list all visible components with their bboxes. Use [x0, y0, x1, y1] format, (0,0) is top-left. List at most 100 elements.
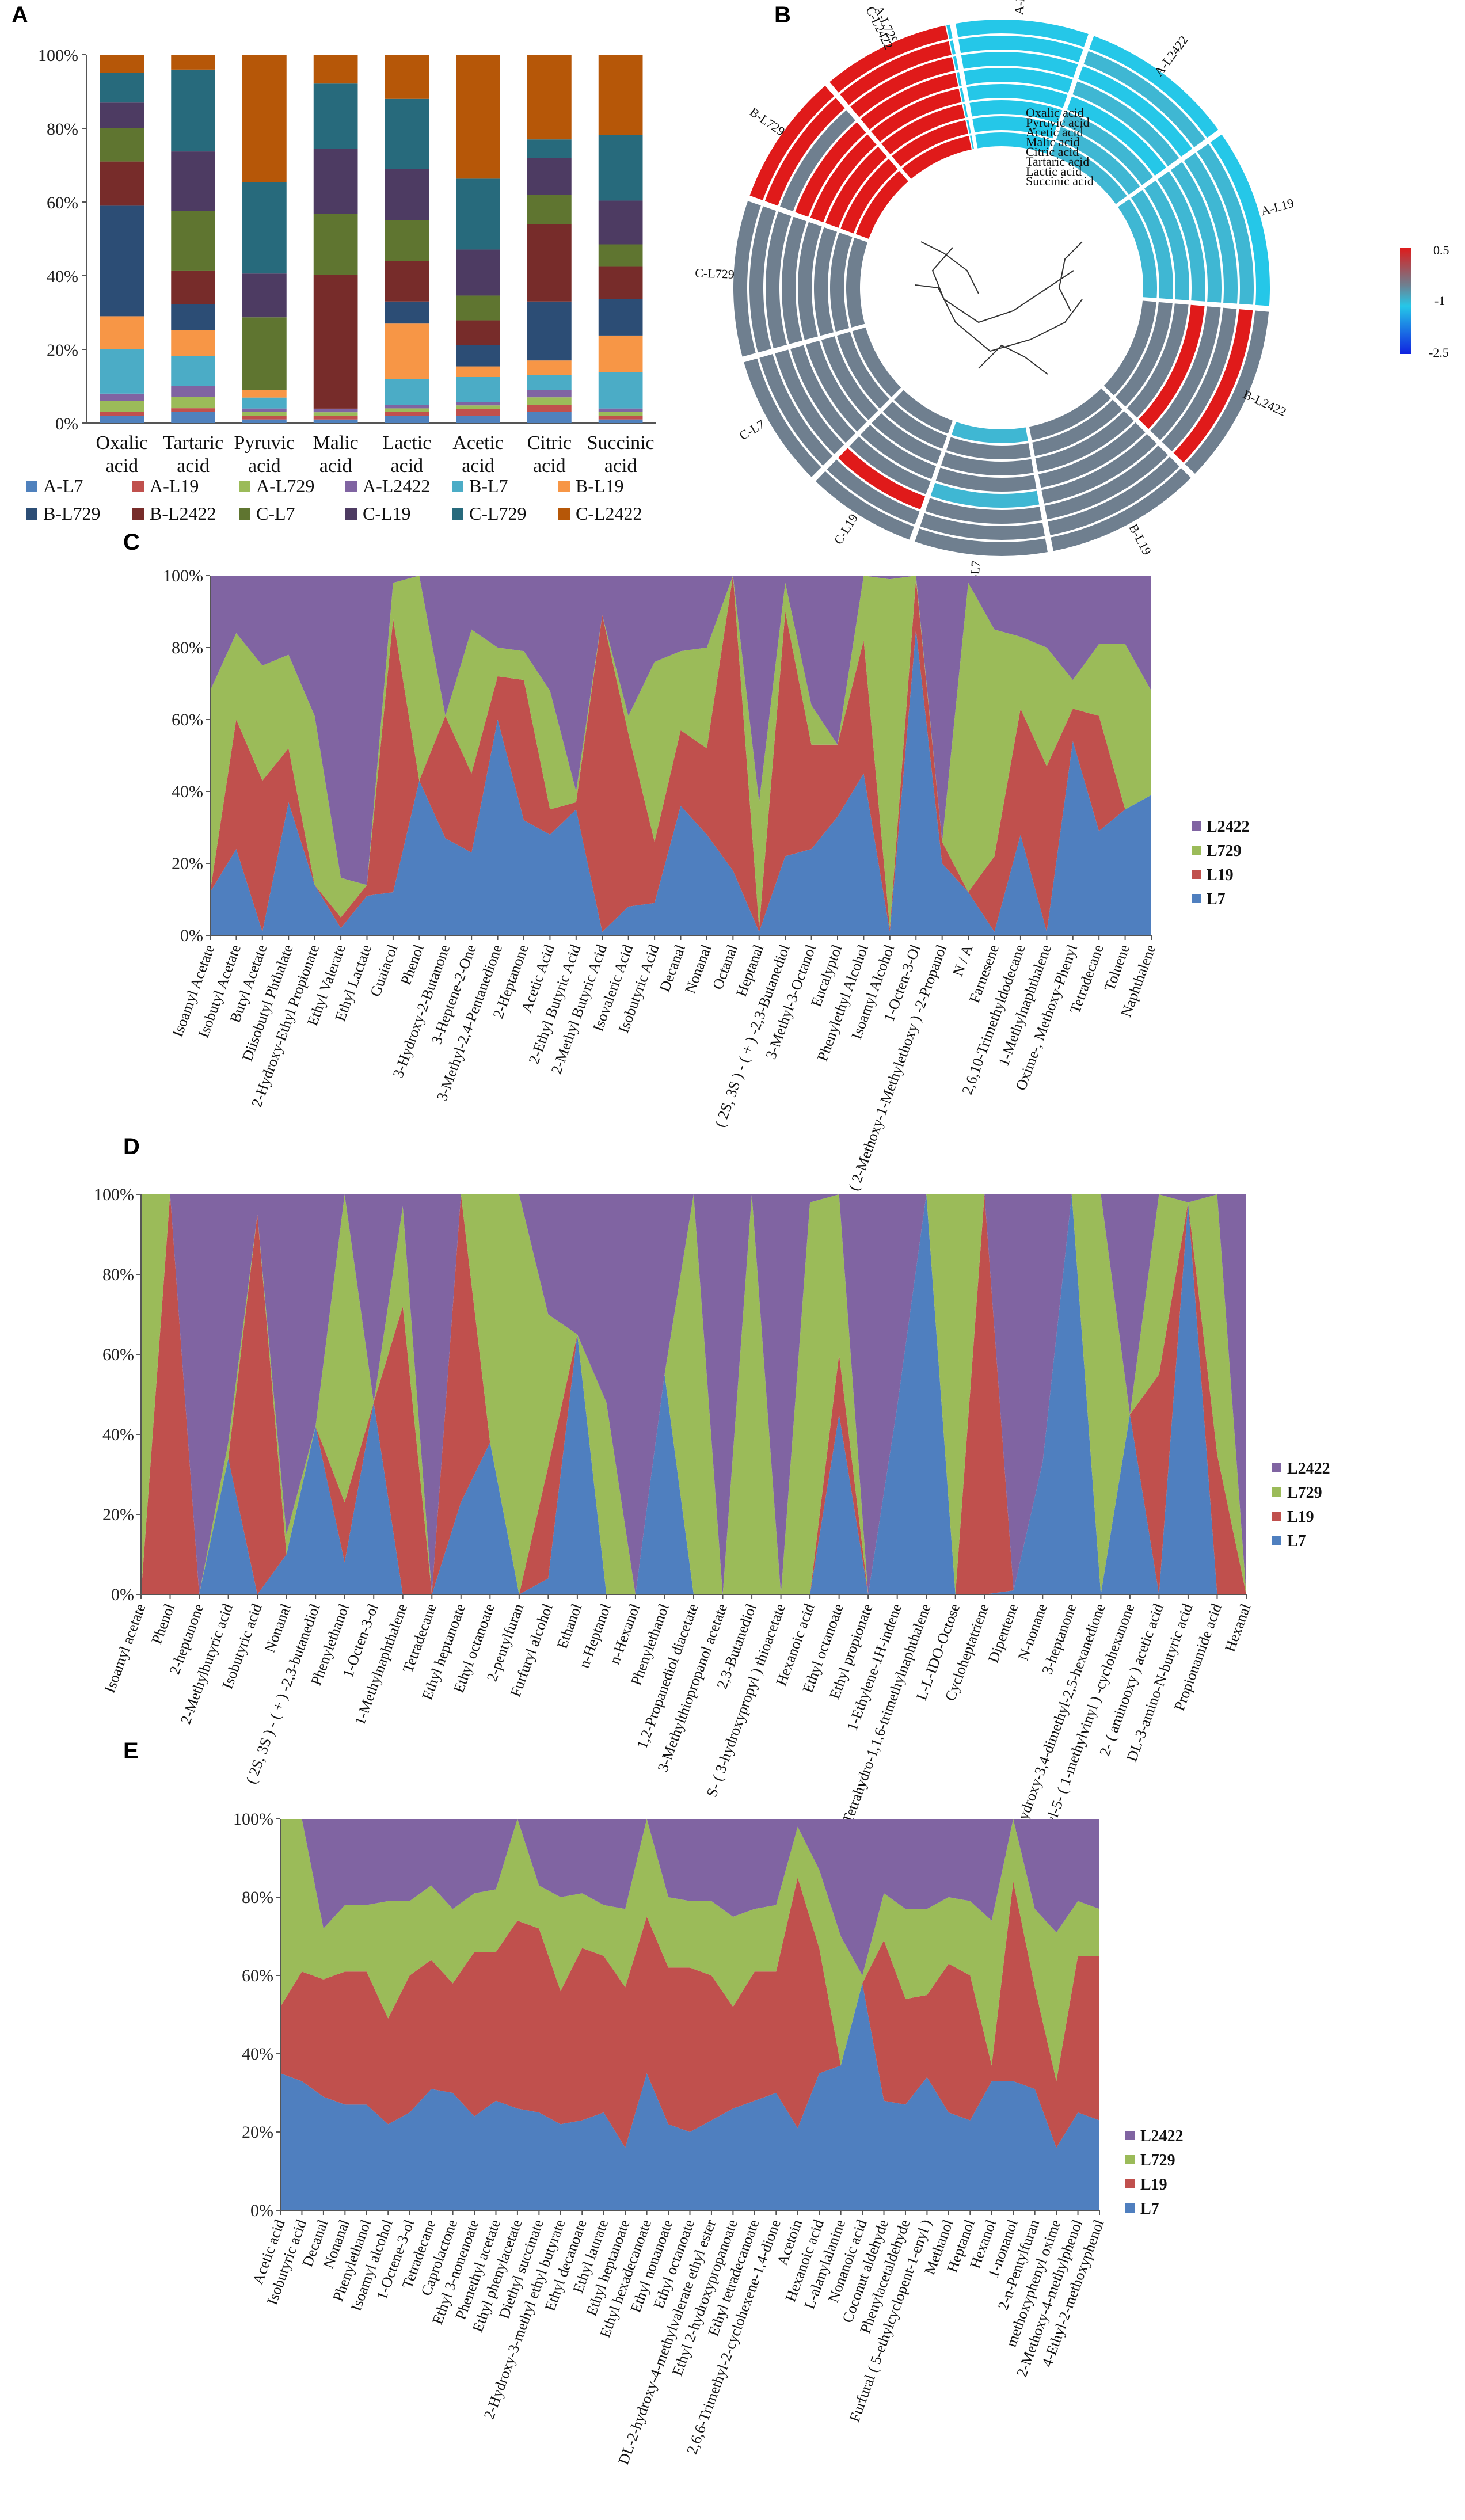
bar-segment [456, 402, 500, 406]
bar-segment [527, 224, 572, 302]
legend-label: L2422 [1207, 818, 1250, 836]
heat-cell [1183, 309, 1270, 475]
bar-segment [598, 135, 643, 201]
heat-cell [869, 87, 963, 144]
column-label: C-L19 [831, 511, 861, 547]
legend-swatch [1125, 2179, 1135, 2188]
bar-segment [100, 205, 144, 317]
scale-min-label: -2.5 [1429, 345, 1449, 360]
bar-segment [171, 270, 215, 304]
bar-segment [385, 55, 429, 99]
legend-swatch [26, 508, 37, 520]
legend-swatch [1125, 2203, 1135, 2213]
row-label: Lactic acid [1026, 164, 1082, 178]
category-label: acid [248, 455, 281, 477]
bar-segment [171, 397, 215, 409]
bar-segment [385, 261, 429, 302]
bar-segment [598, 244, 643, 267]
heat-cell [913, 527, 1049, 557]
dendrogram-branch [1058, 241, 1083, 311]
row-label: Acetic acid [1026, 125, 1083, 139]
heat-cell [778, 108, 857, 213]
bar-segment [100, 393, 144, 401]
heat-cell [835, 330, 892, 410]
row-label: Tartaric acid [1026, 154, 1089, 169]
area-l7 [210, 629, 1151, 935]
heat-cell [1043, 443, 1170, 521]
bar-segment [171, 304, 215, 330]
category-label: Hexanal [1222, 1601, 1254, 1654]
heat-cell [1129, 188, 1174, 300]
heat-cell [1082, 50, 1207, 149]
bar-segment [456, 409, 500, 416]
legend-label: B-L729 [43, 503, 101, 524]
legend-label: A-L729 [256, 475, 314, 496]
bar-segment [527, 397, 572, 405]
scale-mid-label: -1 [1434, 294, 1445, 308]
bar-segment [456, 345, 500, 367]
legend-label: B-L19 [576, 475, 624, 496]
heat-cell [781, 215, 808, 346]
bar-segment [598, 299, 643, 336]
panel-label-b: B [774, 2, 791, 28]
bar-segment [313, 416, 358, 420]
bar-segment [385, 408, 429, 412]
y-tick-label: 100% [233, 1810, 273, 1829]
heat-cell [1060, 110, 1155, 187]
column-label: B-L19 [1126, 521, 1154, 557]
legend-label: L19 [1287, 1508, 1314, 1526]
color-scale-bar [1400, 248, 1411, 354]
bar-segment [385, 405, 429, 409]
bar-segment [456, 55, 500, 179]
dendrogram-branch [931, 247, 1074, 323]
heat-cell [825, 458, 922, 526]
bar-segment [598, 266, 643, 299]
column-label: C-L729 [695, 265, 735, 281]
legend-label: L7 [1140, 2200, 1159, 2218]
legend-swatch [558, 508, 570, 520]
heat-cell [773, 348, 846, 456]
category-label: acid [106, 455, 139, 477]
heat-cell [950, 420, 1030, 444]
y-tick-label: 40% [172, 782, 203, 801]
legend-swatch [1272, 1512, 1281, 1521]
heat-cell [892, 388, 954, 435]
legend-label: B-L2422 [150, 503, 216, 524]
heat-cell [1071, 79, 1181, 168]
legend-swatch [1272, 1487, 1281, 1497]
panel-label-e: E [123, 1738, 139, 1764]
dendrogram-branch [920, 241, 979, 294]
heat-cell [923, 496, 1044, 525]
heat-cell [820, 334, 880, 422]
bar-segment [171, 69, 215, 152]
heat-cell [809, 132, 878, 224]
legend-swatch [132, 481, 144, 492]
bar-segment [527, 375, 572, 390]
heat-cell [954, 18, 1090, 49]
bar-segment [313, 149, 358, 214]
legend-label: L7 [1287, 1532, 1306, 1550]
legend-label: L19 [1207, 866, 1234, 884]
legend-label: L2422 [1140, 2127, 1184, 2145]
panel-label-c: C [123, 530, 140, 555]
bar-segment [456, 295, 500, 321]
heat-cell [1156, 169, 1207, 303]
bar-segment [171, 412, 215, 423]
heat-cell [1137, 303, 1206, 431]
bar-segment [385, 301, 429, 324]
bar-segment [313, 55, 358, 84]
bar-segment [385, 220, 429, 261]
heat-cell [828, 24, 950, 94]
bar-segment [171, 151, 215, 211]
dendrogram-branch [915, 284, 1083, 352]
bar-segment [242, 317, 287, 390]
y-tick-label: 60% [242, 1966, 273, 1985]
y-tick-label: 60% [47, 193, 78, 212]
bar-segment [313, 83, 358, 149]
area-l729 [280, 1819, 1099, 2081]
y-tick-label: 60% [102, 1345, 134, 1364]
legend-label: A-L19 [150, 475, 199, 496]
bar-segment [100, 316, 144, 349]
bar-segment [242, 273, 287, 318]
y-tick-label: 100% [94, 1185, 134, 1204]
